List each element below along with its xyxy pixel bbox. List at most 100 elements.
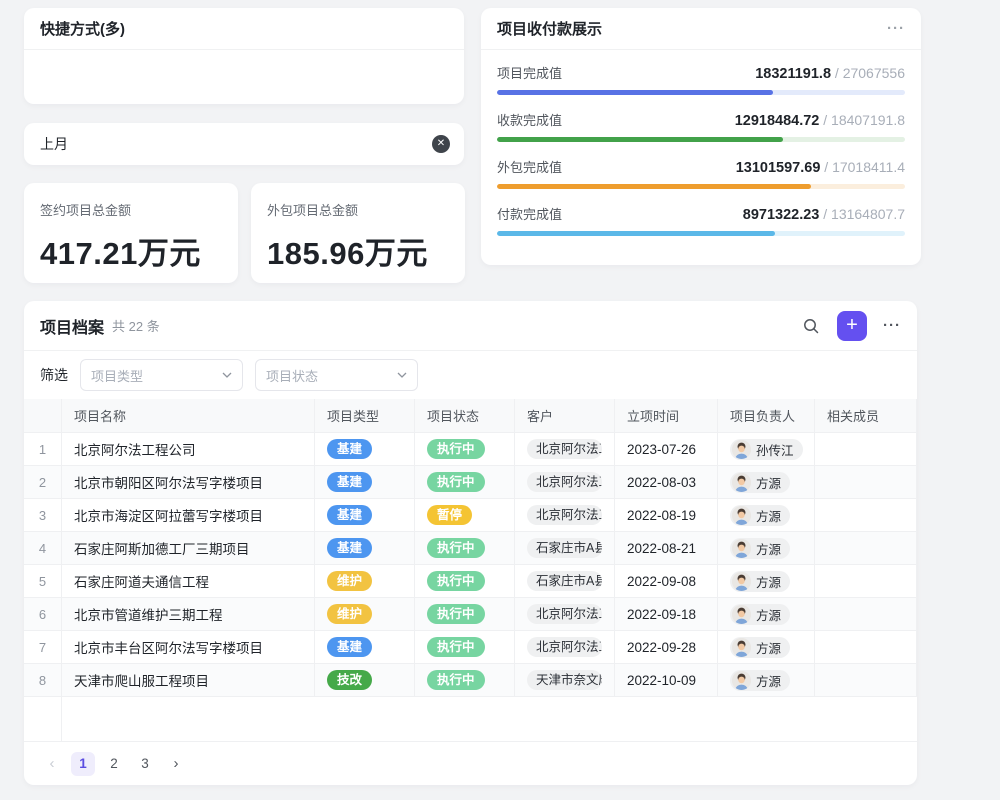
metric-value: 12918484.72 [734, 113, 820, 129]
customer-tag: 北京阿尔法工 [527, 505, 602, 525]
table-row[interactable]: 1 北京阿尔法工程公司 基建 执行中 北京阿尔法工 2023-07-26 孙传江 [24, 433, 917, 466]
start-date: 2023-07-26 [615, 433, 718, 466]
table-row[interactable]: 4 石家庄阿斯加德工厂三期项目 基建 执行中 石家庄市A县 2022-08-21… [24, 532, 917, 565]
payment-card-title: 项目收付款展示 [497, 21, 603, 38]
project-archive-card: 项目档案 共 22 条 + ··· 筛选 项目类型 项目状态 项目名称 项目 [24, 301, 917, 785]
row-number: 5 [24, 565, 62, 598]
avatar [732, 538, 751, 558]
stat-card-signed-amount: 签约项目总金额 417.21万元 [24, 183, 238, 283]
row-number: 6 [24, 598, 62, 631]
metric-label: 收款完成值 [497, 113, 563, 128]
stat-label: 签约项目总金额 [40, 203, 132, 218]
table-row[interactable]: 7 北京市丰台区阿尔法写字楼项目 基建 执行中 北京阿尔法工 2022-09-2… [24, 631, 917, 664]
row-number: 4 [24, 532, 62, 565]
row-number: 8 [24, 664, 62, 697]
metric-total: 17018411.4 [820, 159, 905, 175]
close-icon[interactable]: ✕ [432, 135, 450, 153]
filter-label: 筛选 [40, 367, 68, 383]
date-filter-chip[interactable]: 上月 ✕ [24, 123, 464, 165]
column-header: 项目名称 [62, 399, 315, 433]
pagination-page-1[interactable]: 1 [71, 751, 95, 776]
start-date: 2022-08-19 [615, 499, 718, 532]
search-icon[interactable] [801, 316, 821, 336]
progress-track [497, 137, 905, 142]
owner-chip: 方源 [730, 570, 791, 592]
owner-chip: 方源 [730, 669, 791, 691]
pagination-page-3[interactable]: 3 [141, 756, 149, 771]
progress-track [497, 184, 905, 189]
owner-chip: 方源 [730, 636, 791, 658]
add-record-button[interactable]: + [837, 310, 867, 341]
table-row[interactable]: 8 天津市爬山服工程项目 技改 执行中 天津市奈文摩 2022-10-09 方源 [24, 664, 917, 697]
related-members-cell [815, 433, 917, 466]
pagination: ‹ 1 2 3 › [24, 742, 917, 785]
project-type-tag: 维护 [327, 604, 373, 624]
avatar [732, 472, 751, 492]
project-status-tag: 执行中 [427, 637, 485, 657]
owner-name: 方源 [756, 542, 782, 557]
pagination-prev-icon[interactable]: ‹ [49, 755, 55, 772]
avatar [732, 505, 751, 525]
table-row[interactable]: 2 北京市朝阳区阿尔法写字楼项目 基建 执行中 北京阿尔法工 2022-08-0… [24, 466, 917, 499]
project-type-tag: 基建 [327, 538, 373, 558]
owner-name: 方源 [756, 575, 782, 590]
table-row[interactable]: 6 北京市管道维护三期工程 维护 执行中 北京阿尔法工 2022-09-18 方… [24, 598, 917, 631]
table-title: 项目档案 [40, 319, 105, 337]
owner-name: 方源 [756, 476, 782, 491]
column-header: 项目状态 [415, 399, 515, 433]
metric-label: 项目完成值 [497, 66, 563, 81]
stat-value: 185.96万元 [267, 236, 428, 271]
owner-chip: 孙传江 [730, 438, 803, 460]
pagination-page-2[interactable]: 2 [110, 756, 118, 771]
start-date: 2022-08-03 [615, 466, 718, 499]
progress-fill [497, 184, 812, 189]
metric-outsource-complete: 外包完成值 13101597.6917018411.4 [497, 157, 905, 189]
more-menu-icon[interactable]: ··· [887, 20, 905, 37]
metric-project-complete: 项目完成值 18321191.827067556 [497, 63, 905, 95]
metric-value: 18321191.8 [755, 66, 832, 82]
project-status-tag: 暂停 [427, 505, 473, 525]
project-type-tag: 基建 [327, 472, 373, 492]
row-number: 2 [24, 466, 62, 499]
column-header: 立项时间 [615, 399, 718, 433]
table-more-menu-icon[interactable]: ··· [883, 317, 901, 334]
stat-card-outsource-amount: 外包项目总金额 185.96万元 [251, 183, 465, 283]
metric-value: 13101597.69 [735, 160, 821, 176]
owner-name: 方源 [756, 608, 782, 623]
column-header: 相关成员 [815, 399, 917, 433]
dropdown-project-status[interactable]: 项目状态 [255, 359, 418, 391]
owner-name: 孙传江 [756, 443, 794, 458]
metric-total: 18407191.8 [819, 112, 905, 128]
related-members-cell [815, 565, 917, 598]
column-header: 项目类型 [315, 399, 415, 433]
start-date: 2022-10-09 [615, 664, 718, 697]
project-name: 北京市丰台区阿尔法写字楼项目 [62, 631, 315, 664]
project-name: 石家庄阿斯加德工厂三期项目 [62, 532, 315, 565]
pagination-next-icon[interactable]: › [173, 755, 179, 772]
related-members-cell [815, 499, 917, 532]
owner-chip: 方源 [730, 603, 791, 625]
table-row[interactable]: 3 北京市海淀区阿拉蕾写字楼项目 基建 暂停 北京阿尔法工 2022-08-19… [24, 499, 917, 532]
column-header: 客户 [515, 399, 615, 433]
start-date: 2022-09-08 [615, 565, 718, 598]
project-status-tag: 执行中 [427, 439, 485, 459]
related-members-cell [815, 532, 917, 565]
customer-tag: 北京阿尔法工 [527, 439, 602, 459]
avatar [732, 604, 751, 624]
project-type-tag: 基建 [327, 637, 373, 657]
project-type-tag: 基建 [327, 505, 373, 525]
start-date: 2022-09-28 [615, 631, 718, 664]
avatar [732, 571, 751, 591]
project-name: 北京市朝阳区阿尔法写字楼项目 [62, 466, 315, 499]
metric-payment-complete: 付款完成值 8971322.2313164807.7 [497, 204, 905, 236]
owner-name: 方源 [756, 641, 782, 656]
owner-chip: 方源 [730, 471, 791, 493]
progress-fill [497, 137, 784, 142]
table-row[interactable]: 5 石家庄阿道夫通信工程 维护 执行中 石家庄市A县 2022-09-08 方源 [24, 565, 917, 598]
dropdown-project-type[interactable]: 项目类型 [80, 359, 243, 391]
metric-total: 27067556 [831, 65, 905, 81]
shortcut-card-title: 快捷方式(多) [40, 21, 125, 38]
project-type-tag: 维护 [327, 571, 373, 591]
metric-label: 付款完成值 [497, 207, 563, 222]
related-members-cell [815, 631, 917, 664]
